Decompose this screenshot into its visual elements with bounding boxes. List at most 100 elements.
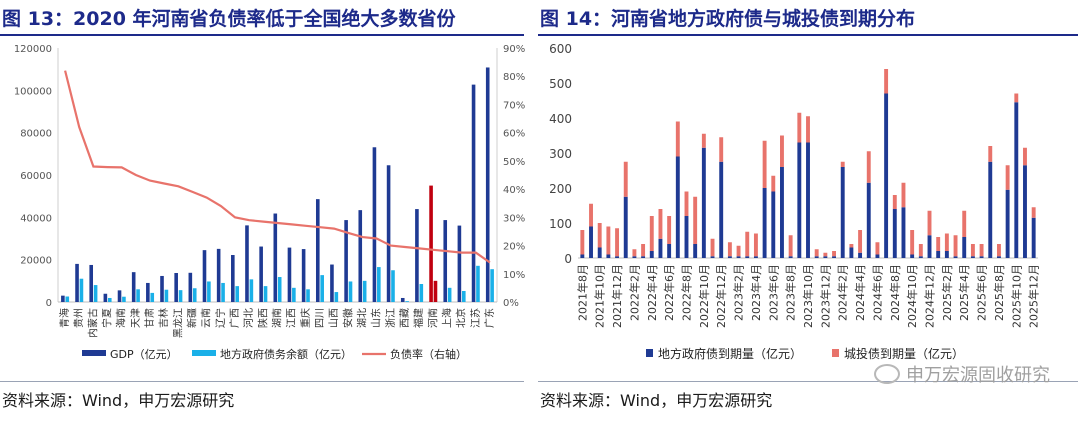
local-gov-bar <box>675 156 680 258</box>
x-tick-label: 2022年4月 <box>645 264 659 321</box>
y-right-tick-label: 30% <box>503 213 525 224</box>
local-gov-bar <box>632 256 637 258</box>
x-tick-label: 2023年6月 <box>766 264 780 321</box>
footer-divider <box>0 381 524 382</box>
y-left-tick-label: 100000 <box>14 86 52 97</box>
x-tick-label: 2022年8月 <box>679 264 693 321</box>
x-tick-label: 2025年2月 <box>940 264 954 321</box>
local-gov-bar <box>936 251 941 258</box>
chengtou-bar <box>953 235 958 257</box>
y-tick-label: 300 <box>549 147 572 161</box>
x-tick-label: 辽宁 <box>214 308 227 328</box>
local-gov-bar <box>641 256 646 258</box>
y-left-tick-label: 60000 <box>20 171 52 182</box>
local-gov-bar <box>1023 165 1027 258</box>
debt-bar <box>490 269 494 302</box>
chengtou-bar <box>710 238 715 257</box>
debt-bar <box>447 287 452 302</box>
chengtou-bar <box>727 242 732 257</box>
local-gov-bar <box>970 256 975 258</box>
debt-bar <box>136 289 140 302</box>
local-gov-bar <box>780 167 784 258</box>
ratio-line <box>64 70 491 264</box>
debt-bar <box>334 292 339 302</box>
gdp-bar <box>188 272 193 302</box>
y-tick-label: 600 <box>549 42 572 56</box>
debt-bar <box>377 267 381 302</box>
local-gov-bar <box>953 256 958 258</box>
gdp-bar <box>372 147 377 302</box>
chengtou-bar <box>1014 93 1019 103</box>
local-gov-bar <box>762 188 767 258</box>
title-divider <box>0 34 524 36</box>
chengtou-bar <box>658 209 663 239</box>
debt-bar <box>292 287 296 302</box>
chengtou-bar <box>884 69 889 94</box>
gdp-bar <box>330 264 334 302</box>
gdp-bar <box>315 199 320 302</box>
x-tick-label: 2025年4月 <box>957 264 971 321</box>
legend-label-ratio: 负债率（右轴） <box>390 347 467 361</box>
x-tick-label: 2021年10月 <box>593 264 607 328</box>
debt-bar <box>164 289 169 302</box>
local-gov-bar <box>901 207 906 258</box>
local-gov-bar <box>649 251 654 258</box>
y-right-tick-label: 60% <box>503 129 525 140</box>
gdp-bar <box>443 220 448 302</box>
x-tick-label: 广东 <box>483 308 496 328</box>
gdp-bar <box>146 282 150 302</box>
y-right-tick-label: 40% <box>503 185 525 196</box>
chengtou-bar <box>623 161 628 197</box>
chengtou-bar <box>849 244 854 248</box>
chengtou-bar <box>615 228 620 257</box>
chengtou-bar <box>918 244 923 257</box>
chengtou-bar <box>806 116 810 143</box>
x-tick-label: 江苏 <box>469 308 482 328</box>
local-gov-bar <box>944 251 949 258</box>
chengtou-bar <box>962 210 967 237</box>
title-divider <box>538 34 1078 36</box>
x-tick-label: 2024年6月 <box>870 264 884 321</box>
x-tick-label: 内蒙古 <box>86 308 99 338</box>
x-tick-label: 四川 <box>315 308 326 328</box>
gdp-bar <box>400 297 405 302</box>
footer-divider <box>538 381 1078 382</box>
gdp-bar <box>216 248 221 302</box>
gdp-bar <box>89 264 94 302</box>
x-tick-label: 重庆 <box>299 308 312 328</box>
legend-label-local: 地方政府债到期量（亿元） <box>658 346 802 361</box>
local-gov-bar <box>710 256 715 258</box>
local-gov-bar <box>927 235 932 258</box>
local-gov-bar <box>719 161 724 258</box>
gdp-bar <box>273 213 278 302</box>
debt-bar <box>419 284 424 302</box>
chengtou-bar <box>979 244 984 257</box>
debt-bar <box>93 285 98 302</box>
gdp-debt-chart: 0 20000 40000 60000 80000 100000 120000 0% 10% 20… <box>14 44 525 361</box>
chengtou-bar <box>753 233 758 257</box>
legend-swatch-local <box>646 349 653 357</box>
x-tick-label: 2024年10月 <box>905 264 919 328</box>
chengtou-bar <box>832 251 836 257</box>
local-gov-bar <box>693 244 698 258</box>
debt-bar <box>235 286 240 302</box>
gdp-bar <box>245 225 249 302</box>
local-gov-bar <box>589 226 593 258</box>
local-gov-bar <box>858 252 863 258</box>
x-tick-label: 2023年4月 <box>749 264 763 321</box>
debt-bar <box>79 278 84 302</box>
local-gov-bar <box>866 182 871 258</box>
x-tick-label: 2022年12月 <box>714 264 728 328</box>
chengtou-bar <box>667 216 672 244</box>
chengtou-bar <box>632 249 637 257</box>
x-tick-label: 天津 <box>130 308 142 328</box>
debt-bar <box>277 277 282 302</box>
source-note: 资料来源：Wind，申万宏源研究 <box>2 391 235 410</box>
x-tick-label: 2022年6月 <box>662 264 676 321</box>
y-right-tick-label: 20% <box>503 242 525 253</box>
chengtou-bar <box>988 146 993 162</box>
chengtou-bar <box>927 210 932 236</box>
x-tick-label: 宁夏 <box>101 308 114 328</box>
watermark-text: 申万宏源固收研究 <box>906 365 1050 386</box>
local-gov-bar <box>1014 102 1019 258</box>
